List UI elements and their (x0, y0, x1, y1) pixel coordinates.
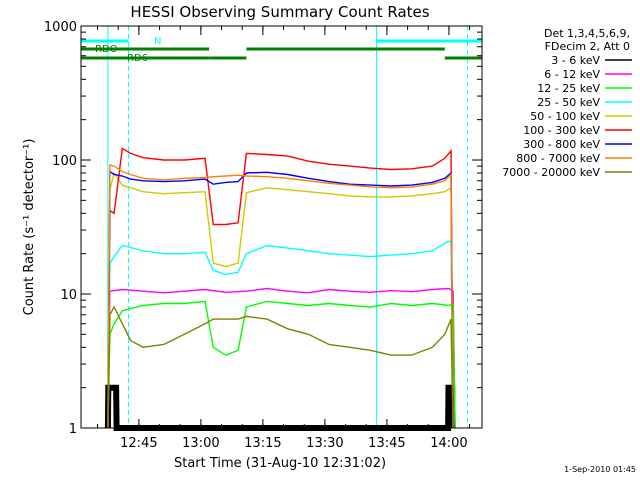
legend-label-9: 7000 - 20000 keV (502, 166, 600, 179)
annotation-n: N (154, 36, 161, 47)
series-line-4 (107, 239, 454, 429)
series-line-1 (104, 384, 456, 431)
x-axis: 12:45 13:00 13:15 13:30 13:45 14:00 (97, 26, 471, 451)
series-line-7 (107, 170, 454, 429)
chart-title: HESSI Observing Summary Count Rates (130, 3, 429, 21)
series-line-9 (107, 305, 454, 429)
x-tick-label: 13:15 (244, 436, 281, 451)
series-line-6 (107, 147, 454, 429)
legend-label-6: 100 - 300 keV (523, 124, 600, 137)
series-line-8 (107, 163, 454, 429)
series-line-2 (107, 287, 456, 429)
series-line-5 (107, 171, 454, 429)
legend-label-2: 6 - 12 keV (544, 68, 600, 81)
vertical-markers (107, 26, 469, 428)
y-axis-label: Count Rate (s⁻¹ detector⁻¹) (22, 139, 37, 316)
legend-label-1: 3 - 6 keV (551, 54, 600, 67)
x-tick-label: 14:00 (430, 436, 467, 451)
annotation-rdo: RDO (95, 44, 118, 55)
legend-header-line: FDecim 2, Att 0 (545, 40, 630, 53)
legend-label-3: 12 - 25 keV (537, 82, 600, 95)
flag-bars (81, 39, 482, 60)
legend: Det 1,3,4,5,6,9,FDecim 2, Att 03 - 6 keV… (502, 27, 632, 179)
x-axis-label: Start Time (31-Aug-10 12:31:02) (174, 456, 386, 471)
series-group (104, 147, 456, 431)
x-tick-label: 13:00 (182, 436, 219, 451)
legend-header-line: Det 1,3,4,5,6,9, (544, 27, 630, 40)
legend-label-5: 50 - 100 keV (530, 110, 600, 123)
x-tick-label: 12:45 (120, 436, 157, 451)
plot-frame (80, 25, 483, 429)
legend-label-7: 300 - 800 keV (523, 138, 600, 151)
legend-label-4: 25 - 50 keV (537, 96, 600, 109)
annotation-rd6: RD6 (127, 53, 148, 64)
footer-timestamp: 1-Sep-2010 01:45 (564, 465, 636, 474)
y-tick-label: 1 (69, 422, 77, 437)
x-tick-label: 13:45 (368, 436, 405, 451)
y-tick-label: 1000 (44, 20, 77, 35)
y-tick-label: 10 (60, 288, 77, 303)
series-line-3 (107, 300, 456, 429)
y-tick-label: 100 (52, 154, 77, 169)
legend-label-8: 800 - 7000 keV (516, 152, 600, 165)
x-tick-label: 13:30 (306, 436, 343, 451)
y-axis: 1 10 100 1000 (44, 20, 482, 437)
